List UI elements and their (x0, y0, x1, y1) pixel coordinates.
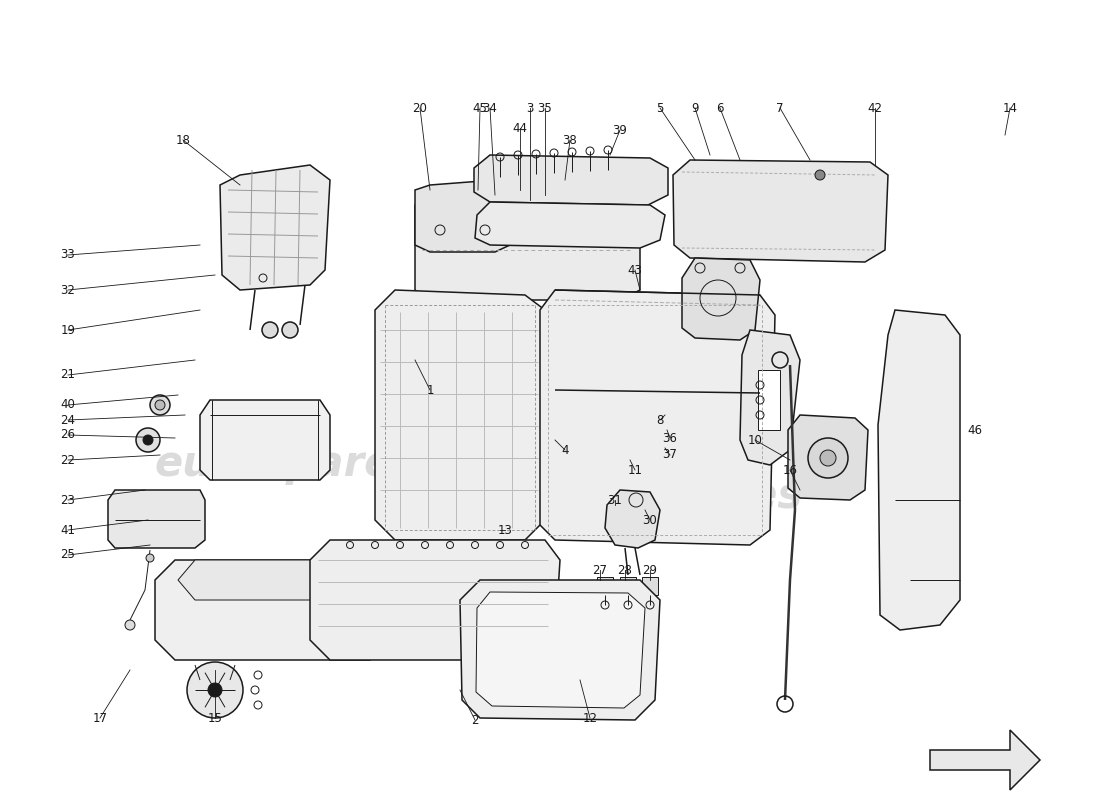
Text: 18: 18 (176, 134, 190, 146)
Text: 22: 22 (60, 454, 76, 466)
Text: eurospares: eurospares (539, 475, 803, 517)
Text: 34: 34 (483, 102, 497, 114)
Polygon shape (475, 202, 666, 248)
Text: 13: 13 (497, 523, 513, 537)
Text: 28: 28 (617, 563, 632, 577)
Bar (620, 577, 636, 595)
Text: 4: 4 (561, 443, 569, 457)
Text: 14: 14 (1002, 102, 1018, 114)
Text: 6: 6 (716, 102, 724, 114)
Circle shape (282, 322, 298, 338)
Text: 11: 11 (627, 463, 642, 477)
Polygon shape (673, 160, 888, 262)
Text: 45: 45 (473, 102, 487, 114)
Polygon shape (200, 400, 330, 480)
Polygon shape (682, 258, 760, 340)
Text: 30: 30 (642, 514, 658, 526)
Polygon shape (415, 190, 640, 300)
Text: 31: 31 (607, 494, 623, 506)
Text: 1: 1 (427, 383, 433, 397)
Text: 46: 46 (968, 423, 982, 437)
Text: 42: 42 (868, 102, 882, 114)
Text: 32: 32 (60, 283, 76, 297)
Text: 12: 12 (583, 711, 597, 725)
Text: 40: 40 (60, 398, 76, 411)
Text: 23: 23 (60, 494, 76, 506)
Circle shape (820, 450, 836, 466)
Circle shape (808, 438, 848, 478)
Polygon shape (930, 730, 1040, 790)
Circle shape (815, 170, 825, 180)
Text: 8: 8 (657, 414, 663, 426)
Text: 33: 33 (60, 249, 76, 262)
Circle shape (150, 395, 170, 415)
Polygon shape (740, 330, 800, 465)
Text: 7: 7 (777, 102, 783, 114)
Bar (597, 577, 613, 595)
Text: 26: 26 (60, 429, 76, 442)
Polygon shape (605, 490, 660, 548)
Text: 16: 16 (782, 463, 797, 477)
Text: 39: 39 (613, 123, 627, 137)
Circle shape (208, 683, 222, 697)
Text: 5: 5 (657, 102, 663, 114)
Circle shape (155, 400, 165, 410)
Polygon shape (878, 310, 960, 630)
Text: 36: 36 (662, 431, 678, 445)
Text: 41: 41 (60, 523, 76, 537)
Circle shape (125, 620, 135, 630)
Text: 27: 27 (593, 563, 607, 577)
Polygon shape (375, 290, 544, 540)
Polygon shape (476, 592, 645, 708)
Text: 37: 37 (662, 449, 678, 462)
Polygon shape (540, 290, 776, 545)
Circle shape (262, 322, 278, 338)
Text: 10: 10 (748, 434, 762, 446)
Text: 9: 9 (691, 102, 698, 114)
Text: 3: 3 (526, 102, 534, 114)
Polygon shape (108, 490, 205, 548)
Polygon shape (460, 580, 660, 720)
Polygon shape (178, 560, 375, 600)
Text: 20: 20 (412, 102, 428, 114)
Text: 35: 35 (538, 102, 552, 114)
Text: 43: 43 (628, 263, 642, 277)
Circle shape (136, 428, 160, 452)
Text: 15: 15 (208, 711, 222, 725)
Text: eurospares: eurospares (154, 443, 418, 485)
Text: 44: 44 (513, 122, 528, 134)
Polygon shape (220, 165, 330, 290)
Polygon shape (155, 560, 390, 660)
Polygon shape (310, 540, 560, 660)
Text: 29: 29 (642, 563, 658, 577)
Text: 21: 21 (60, 369, 76, 382)
Circle shape (143, 435, 153, 445)
Polygon shape (415, 180, 510, 252)
Text: 2: 2 (471, 714, 478, 726)
Bar (758, 370, 780, 430)
Text: 17: 17 (92, 711, 108, 725)
Text: 25: 25 (60, 549, 76, 562)
Bar (642, 577, 658, 595)
Text: 24: 24 (60, 414, 76, 426)
Polygon shape (788, 415, 868, 500)
Polygon shape (474, 155, 668, 205)
Circle shape (146, 554, 154, 562)
Text: 19: 19 (60, 323, 76, 337)
Circle shape (187, 662, 243, 718)
Text: 38: 38 (562, 134, 578, 146)
